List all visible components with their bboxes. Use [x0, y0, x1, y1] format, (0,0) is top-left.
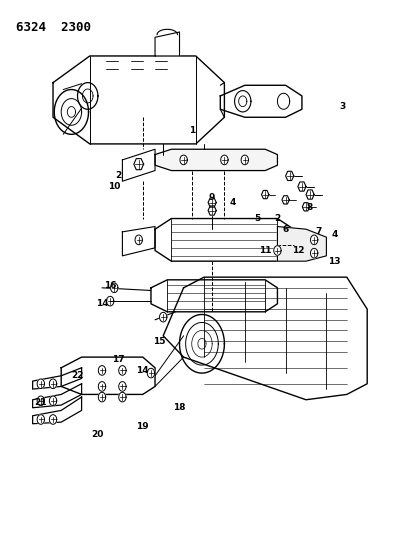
Polygon shape: [155, 32, 180, 56]
Text: 4: 4: [229, 198, 236, 207]
Polygon shape: [286, 171, 294, 181]
Polygon shape: [302, 203, 310, 211]
Polygon shape: [310, 248, 318, 258]
Polygon shape: [160, 312, 167, 322]
Polygon shape: [147, 368, 155, 378]
Polygon shape: [37, 415, 44, 424]
Polygon shape: [282, 196, 289, 204]
Polygon shape: [119, 382, 126, 391]
Polygon shape: [37, 379, 44, 389]
Text: 2: 2: [115, 172, 122, 180]
Polygon shape: [98, 382, 106, 391]
Text: 14: 14: [96, 300, 108, 308]
Text: 18: 18: [173, 403, 186, 412]
Text: 1: 1: [188, 126, 195, 135]
Text: 10: 10: [108, 182, 120, 191]
Polygon shape: [49, 379, 57, 389]
Polygon shape: [49, 396, 57, 406]
Text: 14: 14: [137, 366, 149, 375]
Text: 3: 3: [339, 102, 346, 111]
Text: 4: 4: [331, 230, 338, 239]
Text: 12: 12: [292, 246, 304, 255]
Polygon shape: [49, 415, 57, 424]
Polygon shape: [306, 190, 314, 199]
Polygon shape: [98, 392, 106, 402]
Polygon shape: [98, 366, 106, 375]
Polygon shape: [241, 155, 248, 165]
Polygon shape: [119, 392, 126, 402]
Polygon shape: [274, 246, 281, 255]
Polygon shape: [262, 190, 269, 199]
Text: 21: 21: [35, 398, 47, 407]
Polygon shape: [111, 283, 118, 293]
Text: 22: 22: [71, 372, 84, 380]
Polygon shape: [155, 149, 277, 171]
Polygon shape: [310, 235, 318, 245]
Text: 19: 19: [137, 422, 149, 431]
Text: 13: 13: [328, 257, 341, 265]
Text: 8: 8: [307, 204, 313, 212]
Text: 20: 20: [92, 430, 104, 439]
Text: 16: 16: [104, 281, 116, 289]
Polygon shape: [134, 159, 144, 169]
Text: 6: 6: [282, 225, 289, 233]
Text: 11: 11: [259, 246, 271, 255]
Polygon shape: [277, 227, 326, 261]
Text: 6324  2300: 6324 2300: [16, 21, 91, 34]
Polygon shape: [221, 155, 228, 165]
Polygon shape: [180, 155, 187, 165]
Polygon shape: [208, 198, 216, 207]
Polygon shape: [119, 366, 126, 375]
Text: 9: 9: [209, 193, 215, 201]
Polygon shape: [208, 206, 216, 215]
Polygon shape: [298, 182, 306, 191]
Polygon shape: [37, 396, 44, 406]
Polygon shape: [106, 296, 114, 306]
Text: 7: 7: [315, 228, 322, 236]
Polygon shape: [135, 235, 142, 245]
Text: 17: 17: [112, 356, 124, 364]
Text: 2: 2: [274, 214, 281, 223]
Text: 15: 15: [153, 337, 165, 345]
Text: 5: 5: [254, 214, 260, 223]
